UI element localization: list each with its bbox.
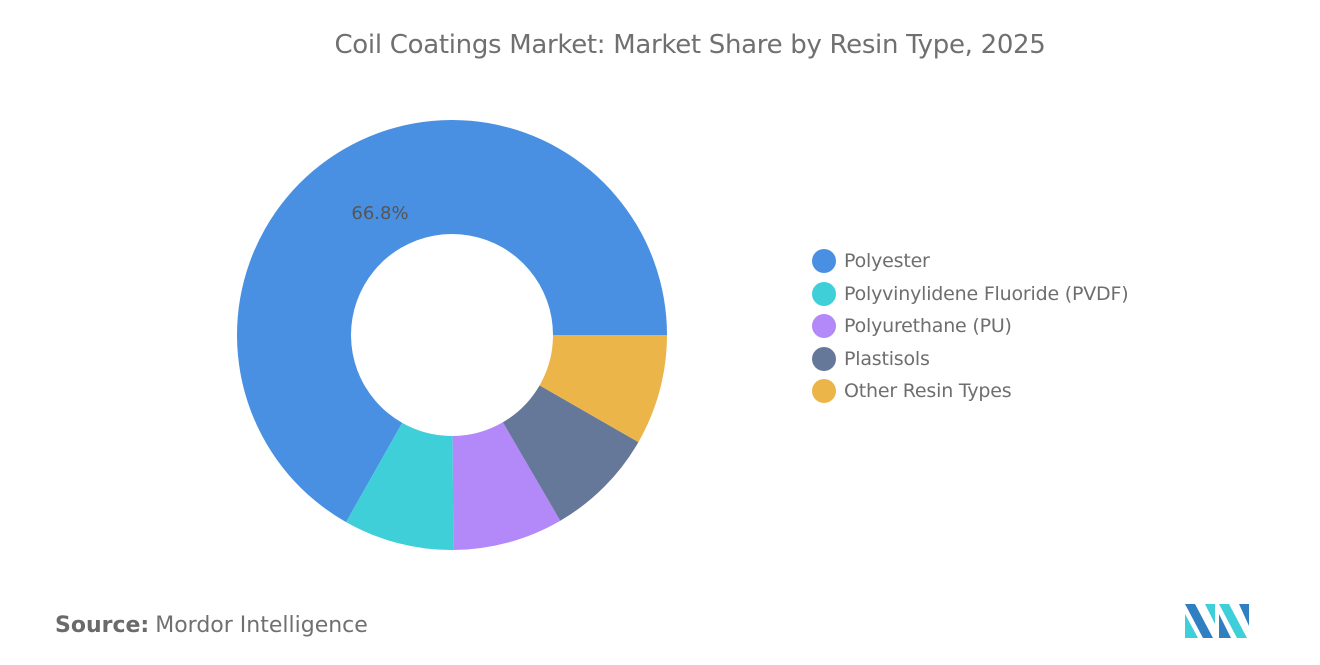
legend-label: Polyvinylidene Fluoride (PVDF) — [844, 282, 1129, 305]
donut-slice-plastisols — [502, 385, 639, 521]
mordor-logo-icon — [1185, 604, 1249, 638]
legend-item: Polyurethane (PU) — [812, 310, 1128, 343]
legend-item: Plastisols — [812, 343, 1128, 376]
donut-slice-polyester — [237, 119, 668, 523]
legend-label: Plastisols — [844, 347, 930, 370]
source-label: Source: — [55, 613, 150, 638]
legend-swatch-icon — [812, 249, 836, 274]
legend-label: Polyurethane (PU) — [844, 315, 1012, 338]
legend-item: Other Resin Types — [812, 375, 1128, 408]
legend-label: Other Resin Types — [844, 380, 1012, 403]
legend-swatch-icon — [812, 314, 836, 339]
source-value: Mordor Intelligence — [155, 613, 368, 638]
donut-slice-polyvinylidene-fluoride-pvdf — [346, 422, 454, 550]
source-note: Source: Mordor Intelligence — [55, 613, 368, 638]
legend-item: Polyester — [812, 245, 1128, 278]
legend-item: Polyvinylidene Fluoride (PVDF) — [812, 278, 1129, 311]
donut-slice-other-resin-types — [539, 335, 667, 443]
legend-swatch-icon — [812, 281, 836, 306]
legend-label: Polyester — [844, 250, 930, 273]
data-label: 66.8% — [351, 203, 408, 224]
legend-swatch-icon — [812, 379, 836, 404]
donut-slice-polyurethane-pu — [452, 422, 561, 550]
legend: Polyester Polyvinylidene Fluoride (PVDF) P… — [812, 245, 1129, 408]
legend-swatch-icon — [812, 346, 836, 371]
chart-title: Coil Coatings Market: Market Share by Re… — [334, 30, 1046, 60]
